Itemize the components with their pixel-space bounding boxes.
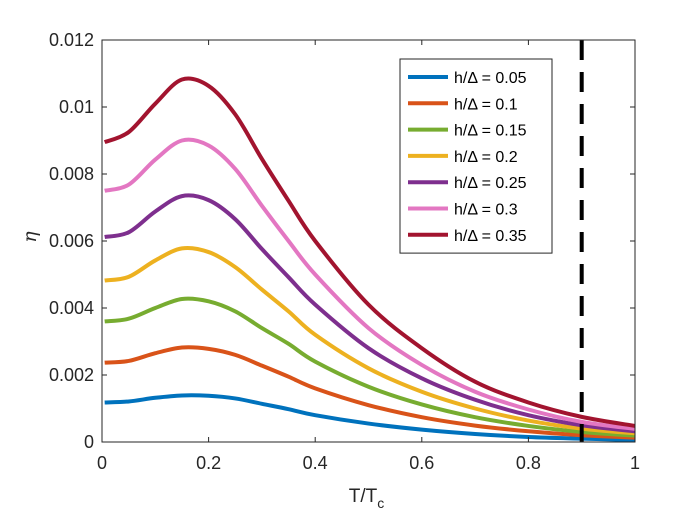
series-line-4 bbox=[104, 193, 636, 434]
legend-entry-0: h/Δ = 0.05 bbox=[454, 70, 527, 87]
x-tick-label: 1 bbox=[630, 453, 640, 473]
series-line-2 bbox=[104, 296, 636, 438]
series-line-6 bbox=[103, 76, 636, 428]
y-tick-label: 0 bbox=[84, 432, 94, 452]
y-tick-label: 0.002 bbox=[49, 365, 94, 385]
y-axis-ticks: 0 0.002 0.004 0.006 0.008 0.01 0.012 bbox=[49, 30, 635, 452]
legend: h/Δ = 0.05 h/Δ = 0.1 h/Δ = 0.15 h/Δ = 0.2 h/… bbox=[399, 58, 553, 254]
series-line-3 bbox=[104, 245, 636, 436]
legend-entry-4: h/Δ = 0.25 bbox=[454, 175, 527, 192]
y-tick-label: 0.006 bbox=[49, 231, 94, 251]
series-line-5 bbox=[104, 137, 636, 431]
x-tick-label: 0.8 bbox=[516, 453, 541, 473]
legend-entry-3: h/Δ = 0.2 bbox=[454, 149, 518, 166]
x-axis-ticks: 0 0.2 0.4 0.6 0.8 1 bbox=[97, 40, 640, 473]
x-tick-label: 0.2 bbox=[196, 453, 221, 473]
y-tick-label: 0.008 bbox=[49, 164, 94, 184]
x-tick-label: 0.6 bbox=[409, 453, 434, 473]
legend-entry-2: h/Δ = 0.15 bbox=[454, 123, 527, 140]
series-line-0 bbox=[104, 393, 636, 442]
x-axis-label-main: T/T bbox=[349, 486, 378, 507]
series-line-1 bbox=[104, 345, 636, 440]
y-axis-label: η bbox=[19, 231, 41, 243]
y-tick-label: 0.012 bbox=[49, 30, 94, 50]
series-layer bbox=[103, 76, 636, 442]
x-axis-label-subscript: c bbox=[377, 495, 384, 511]
y-tick-label: 0.004 bbox=[49, 298, 94, 318]
y-tick-label: 0.01 bbox=[59, 97, 94, 117]
plot-area bbox=[102, 40, 635, 442]
x-tick-label: 0 bbox=[97, 453, 107, 473]
x-tick-label: 0.4 bbox=[303, 453, 328, 473]
legend-entry-5: h/Δ = 0.3 bbox=[454, 202, 518, 219]
x-axis-label: T/Tc bbox=[349, 486, 385, 511]
legend-entry-1: h/Δ = 0.1 bbox=[454, 96, 518, 113]
legend-entry-6: h/Δ = 0.35 bbox=[454, 228, 527, 245]
